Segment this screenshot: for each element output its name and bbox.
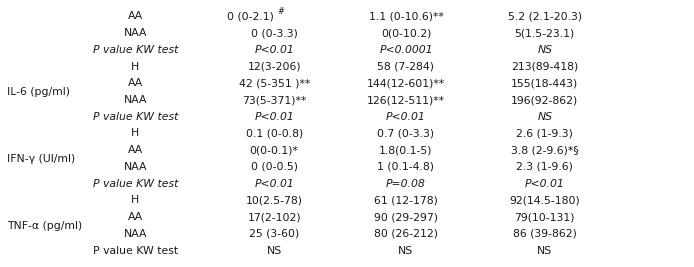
Text: 0(0-10.2): 0(0-10.2)	[381, 28, 431, 38]
Text: P<0.01: P<0.01	[254, 179, 294, 189]
Text: 1 (0.1-4.8): 1 (0.1-4.8)	[378, 162, 434, 172]
Text: 3.8 (2-9.6)*§: 3.8 (2-9.6)*§	[511, 145, 579, 155]
Text: NS: NS	[266, 246, 282, 256]
Text: P<0.01: P<0.01	[525, 179, 565, 189]
Text: IL-6 (pg/ml): IL-6 (pg/ml)	[7, 87, 70, 97]
Text: 12(3-206): 12(3-206)	[247, 62, 301, 72]
Text: AA: AA	[128, 78, 143, 88]
Text: #: #	[278, 7, 285, 16]
Text: 0 (0-0.5): 0 (0-0.5)	[251, 162, 298, 172]
Text: NAA: NAA	[124, 95, 147, 105]
Text: NS: NS	[537, 112, 552, 122]
Text: 92(14.5-180): 92(14.5-180)	[509, 195, 580, 205]
Text: IFN-γ (Ul/ml): IFN-γ (Ul/ml)	[7, 154, 75, 164]
Text: H: H	[131, 128, 139, 139]
Text: TNF-α (pg/ml): TNF-α (pg/ml)	[7, 221, 82, 230]
Text: AA: AA	[128, 145, 143, 155]
Text: 10(2.5-78): 10(2.5-78)	[246, 195, 303, 205]
Text: 73(5-371)**: 73(5-371)**	[242, 95, 306, 105]
Text: NS: NS	[537, 246, 552, 256]
Text: 17(2-102): 17(2-102)	[247, 212, 301, 222]
Text: AA: AA	[128, 11, 143, 21]
Text: NS: NS	[398, 246, 414, 256]
Text: 90 (29-297): 90 (29-297)	[374, 212, 438, 222]
Text: 126(12-511)**: 126(12-511)**	[367, 95, 445, 105]
Text: P<0.01: P<0.01	[254, 112, 294, 122]
Text: 0.1 (0-0.8): 0.1 (0-0.8)	[246, 128, 303, 139]
Text: 86 (39-862): 86 (39-862)	[513, 229, 577, 239]
Text: P<0.01: P<0.01	[254, 45, 294, 55]
Text: 79(10-131): 79(10-131)	[514, 212, 575, 222]
Text: 0 (0-2.1): 0 (0-2.1)	[227, 11, 274, 21]
Text: 1.1 (0-10.6)**: 1.1 (0-10.6)**	[369, 11, 443, 21]
Text: AA: AA	[128, 212, 143, 222]
Text: 25 (3-60): 25 (3-60)	[249, 229, 299, 239]
Text: P value KW test: P value KW test	[92, 179, 178, 189]
Text: 196(92-862): 196(92-862)	[511, 95, 578, 105]
Text: NAA: NAA	[124, 162, 147, 172]
Text: 80 (26-212): 80 (26-212)	[374, 229, 438, 239]
Text: 213(89-418): 213(89-418)	[511, 62, 578, 72]
Text: 2.6 (1-9.3): 2.6 (1-9.3)	[516, 128, 573, 139]
Text: P value KW test: P value KW test	[92, 45, 178, 55]
Text: NAA: NAA	[124, 28, 147, 38]
Text: P value KW test: P value KW test	[93, 246, 178, 256]
Text: 0.7 (0-3.3): 0.7 (0-3.3)	[378, 128, 434, 139]
Text: 58 (7-284): 58 (7-284)	[378, 62, 434, 72]
Text: 61 (12-178): 61 (12-178)	[374, 195, 438, 205]
Text: 155(18-443): 155(18-443)	[511, 78, 578, 88]
Text: 0 (0-3.3): 0 (0-3.3)	[251, 28, 298, 38]
Text: 144(12-601)**: 144(12-601)**	[367, 78, 445, 88]
Text: P<0.01: P<0.01	[386, 112, 426, 122]
Text: 1.8(0.1-5): 1.8(0.1-5)	[379, 145, 433, 155]
Text: P value KW test: P value KW test	[92, 112, 178, 122]
Text: NS: NS	[537, 45, 552, 55]
Text: H: H	[131, 195, 139, 205]
Text: 5(1.5-23.1): 5(1.5-23.1)	[515, 28, 575, 38]
Text: 0(0-0.1)*: 0(0-0.1)*	[250, 145, 298, 155]
Text: 2.3 (1-9.6): 2.3 (1-9.6)	[516, 162, 573, 172]
Text: P<0.0001: P<0.0001	[379, 45, 433, 55]
Text: NAA: NAA	[124, 229, 147, 239]
Text: H: H	[131, 62, 139, 72]
Text: P=0.08: P=0.08	[386, 179, 426, 189]
Text: 42 (5-351 )**: 42 (5-351 )**	[239, 78, 310, 88]
Text: 5.2 (2.1-20.3): 5.2 (2.1-20.3)	[508, 11, 582, 21]
